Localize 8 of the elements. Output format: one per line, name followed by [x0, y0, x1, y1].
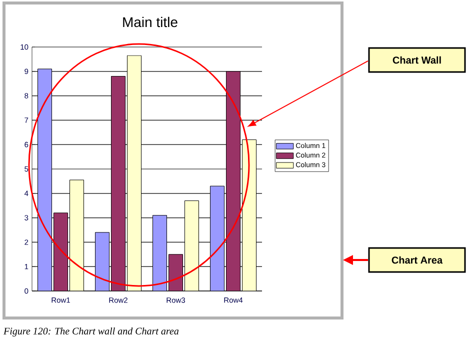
caption: Figure 120: The Chart wall and Chart area: [3, 327, 179, 337]
chart-title: Main title: [123, 16, 178, 28]
bar: [168, 254, 183, 291]
text: Chart Area: [392, 256, 443, 264]
bar: [226, 71, 240, 291]
text: Chart Wall: [392, 56, 441, 64]
bar: [111, 76, 126, 291]
bar: [54, 212, 68, 291]
